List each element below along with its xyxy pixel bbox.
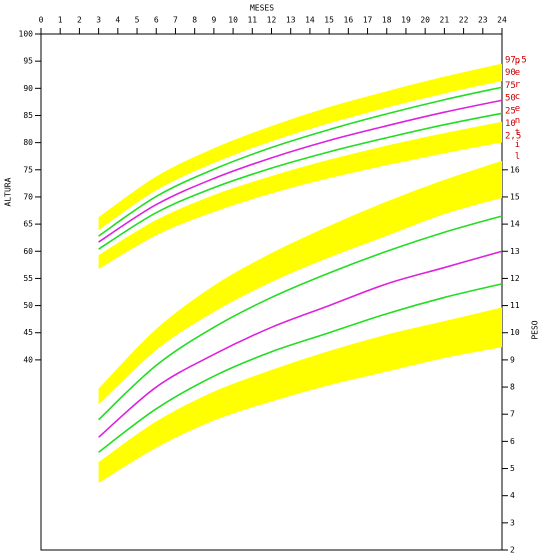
y-tick-label: 95 [23,57,33,66]
x-tick-label: 21 [440,16,450,25]
legend-label: 97,5 [505,56,527,66]
x-tick-label: 20 [420,16,430,25]
y2-tick-label: 10 [510,328,520,337]
legend-label: 90 [505,68,516,78]
y2-tick-label: 7 [510,410,515,419]
y2-tick-label: 11 [510,301,520,310]
height-line [98,140,503,269]
weight-line [98,196,503,404]
x-tick-label: 2 [77,16,82,25]
x-tick-label: 23 [478,16,488,25]
y-tick-label: 50 [23,301,33,310]
x-tick-label: 5 [135,16,140,25]
x-tick-label: 9 [211,16,216,25]
weight-line [98,283,503,453]
x-axis-title: MESES [250,4,274,13]
legend-label: 75 [505,81,516,91]
x-tick-label: 3 [96,16,101,25]
weight-line [98,345,503,483]
legend-label: 25 [505,106,516,116]
percentile-band [98,161,502,404]
y-tick-label: 85 [23,111,33,120]
y-tick-label: 75 [23,165,33,174]
y-tick-label: 80 [23,138,33,147]
legend-title: percentil [513,56,523,164]
y2-tick-label: 4 [510,491,515,500]
height-line [98,99,503,243]
x-tick-label: 22 [459,16,469,25]
x-tick-label: 12 [267,16,277,25]
x-tick-label: 16 [344,16,354,25]
y2-tick-label: 14 [510,220,520,229]
y2-tick-label: 16 [510,165,520,174]
x-tick-label: 10 [228,16,238,25]
y2-tick-label: 13 [510,247,520,256]
x-tick-label: 7 [173,16,178,25]
y-tick-label: 60 [23,247,33,256]
percentile-band [98,122,502,269]
x-tick-label: 4 [115,16,120,25]
x-tick-label: 14 [305,16,315,25]
y2-tick-label: 9 [510,355,515,364]
x-tick-label: 0 [39,16,44,25]
x-tick-label: 1 [58,16,63,25]
y-tick-label: 70 [23,192,33,201]
x-tick-label: 15 [324,16,334,25]
weight-line [98,215,503,421]
y2-tick-label: 3 [510,518,515,527]
x-tick-label: 24 [497,16,507,25]
y2-tick-label: 12 [510,274,520,283]
legend-label: 10 [505,119,516,129]
y-axis-title: ALTURA [4,177,13,206]
legend-label: 2,5 [505,132,521,142]
x-tick-label: 18 [382,16,392,25]
y2-tick-label: 2 [510,546,515,554]
height-line [98,63,503,219]
x-tick-label: 19 [401,16,411,25]
percentile-band [98,308,502,483]
height-line [98,112,503,250]
percentile-band [98,64,502,229]
height-line [98,79,503,230]
height-line [98,121,503,257]
y2-axis-title: PESO [531,320,540,339]
y2-tick-label: 15 [510,192,520,201]
y2-tick-label: 5 [510,464,515,473]
weight-line [98,250,503,438]
y-tick-label: 100 [19,30,34,39]
y2-tick-label: 8 [510,383,515,392]
height-line [98,86,503,237]
x-tick-label: 13 [286,16,296,25]
y-tick-label: 40 [23,355,33,364]
x-tick-label: 11 [247,16,257,25]
legend-label: 50 [505,94,516,104]
weight-line [98,160,503,391]
x-tick-label: 6 [154,16,159,25]
weight-line [98,307,503,464]
y2-tick-label: 6 [510,437,515,446]
y-tick-label: 90 [23,84,33,93]
x-tick-label: 8 [192,16,197,25]
y-tick-label: 65 [23,220,33,229]
y-tick-label: 55 [23,274,33,283]
x-tick-label: 17 [363,16,373,25]
y-tick-label: 45 [23,328,33,337]
